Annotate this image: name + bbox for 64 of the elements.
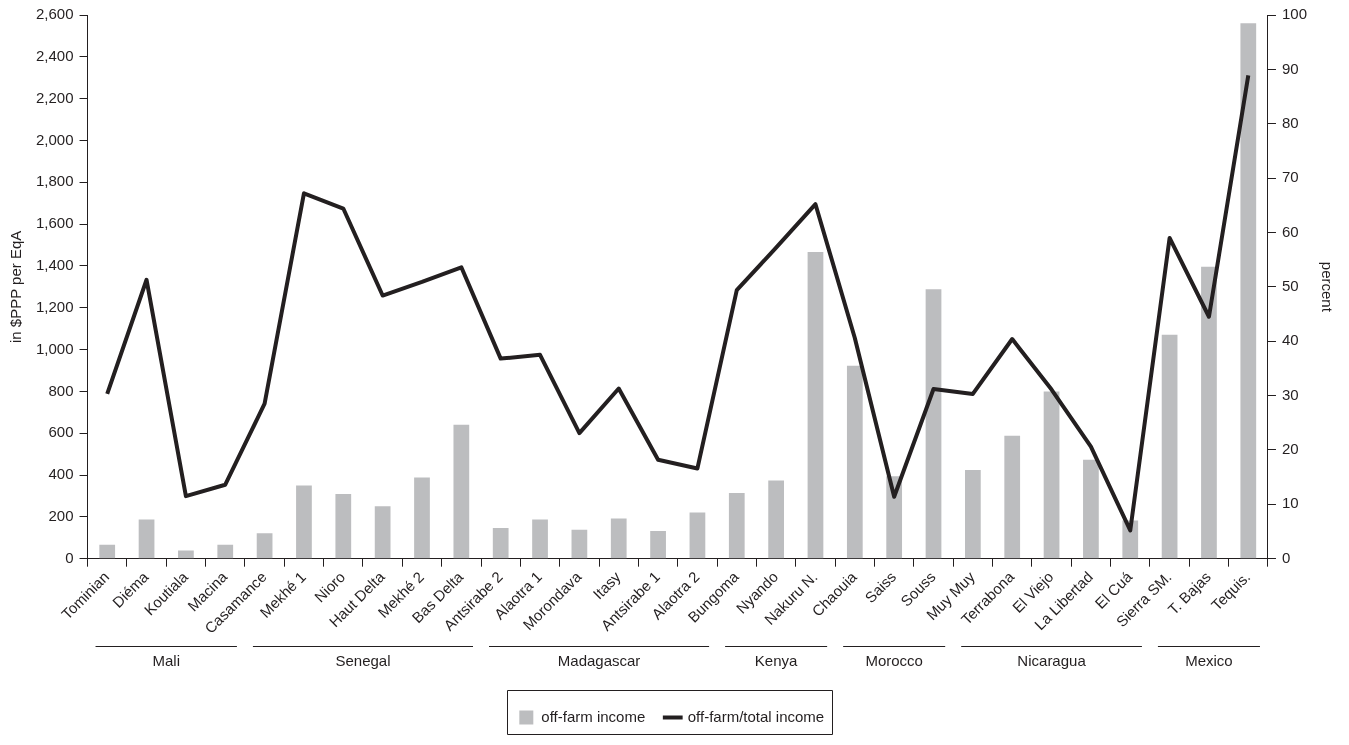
- bar: [571, 529, 588, 559]
- y-tick-label: 600: [48, 423, 74, 441]
- y2-tick-label: 60: [1281, 222, 1299, 240]
- bar: [453, 424, 470, 559]
- bar: [728, 493, 745, 559]
- bar: [768, 480, 784, 559]
- y2-tick-label: 40: [1281, 331, 1299, 349]
- bar: [1043, 391, 1060, 559]
- bar: [1004, 435, 1021, 559]
- bar: [374, 506, 391, 559]
- bar: [492, 527, 509, 559]
- text: Madagascar: [557, 651, 641, 669]
- bar: [1161, 334, 1178, 559]
- bar: [256, 533, 273, 559]
- bar: [178, 550, 194, 559]
- bar: [650, 531, 666, 559]
- y-tick-label: 2,400: [35, 46, 74, 64]
- y-axis-title: in $PPP per EqA: [7, 230, 25, 343]
- y-tick-label: 1,800: [35, 172, 74, 190]
- bar: [964, 470, 981, 559]
- text: Mexico: [1185, 651, 1233, 669]
- y2-tick-label: 0: [1281, 548, 1291, 566]
- text: Senegal: [335, 651, 391, 669]
- y2-axis-title: percent: [1318, 261, 1336, 313]
- y-tick-label: 1,400: [35, 256, 74, 274]
- y-tick-label: 800: [48, 381, 74, 399]
- y2-tick-label: 30: [1281, 385, 1299, 403]
- bar: [532, 519, 548, 559]
- bar: [296, 485, 312, 559]
- y-tick-label: 2,200: [35, 88, 74, 106]
- bar: [807, 251, 824, 559]
- y2-tick-label: 100: [1281, 5, 1307, 23]
- bar: [689, 512, 706, 559]
- bar: [335, 494, 352, 559]
- bar: [1201, 266, 1217, 559]
- legend-label: off-farm/total income: [687, 707, 825, 725]
- y-tick-label: 1,600: [35, 214, 74, 232]
- bar: [217, 544, 234, 559]
- y2-tick-label: 50: [1281, 276, 1299, 294]
- y2-tick-label: 80: [1281, 113, 1299, 131]
- bar: [138, 519, 155, 559]
- bar: [1083, 459, 1099, 559]
- bar: [925, 289, 942, 559]
- bar: [610, 518, 627, 559]
- text: Mali: [152, 651, 180, 669]
- y-tick-label: 1,200: [35, 297, 74, 315]
- y-tick-label: 200: [48, 507, 74, 524]
- y-tick-label: 400: [48, 465, 74, 483]
- y2-tick-label: 90: [1281, 59, 1299, 77]
- bar: [1240, 23, 1257, 559]
- y-tick-label: 2,000: [35, 130, 74, 148]
- y2-tick-label: 10: [1281, 494, 1299, 512]
- bar: [99, 544, 116, 559]
- y-tick-label: 0: [65, 548, 74, 566]
- bar: [414, 477, 430, 559]
- text: Morocco: [865, 651, 923, 669]
- y-tick-label: 1,000: [35, 339, 74, 357]
- y2-tick-label: 70: [1281, 168, 1299, 186]
- bar: [846, 365, 863, 559]
- text: Nicaragua: [1017, 651, 1087, 669]
- text: Kenya: [754, 651, 799, 669]
- legend-label: off-farm income: [541, 707, 646, 725]
- y-tick-label: 2,600: [35, 5, 74, 23]
- y2-tick-label: 20: [1281, 440, 1299, 458]
